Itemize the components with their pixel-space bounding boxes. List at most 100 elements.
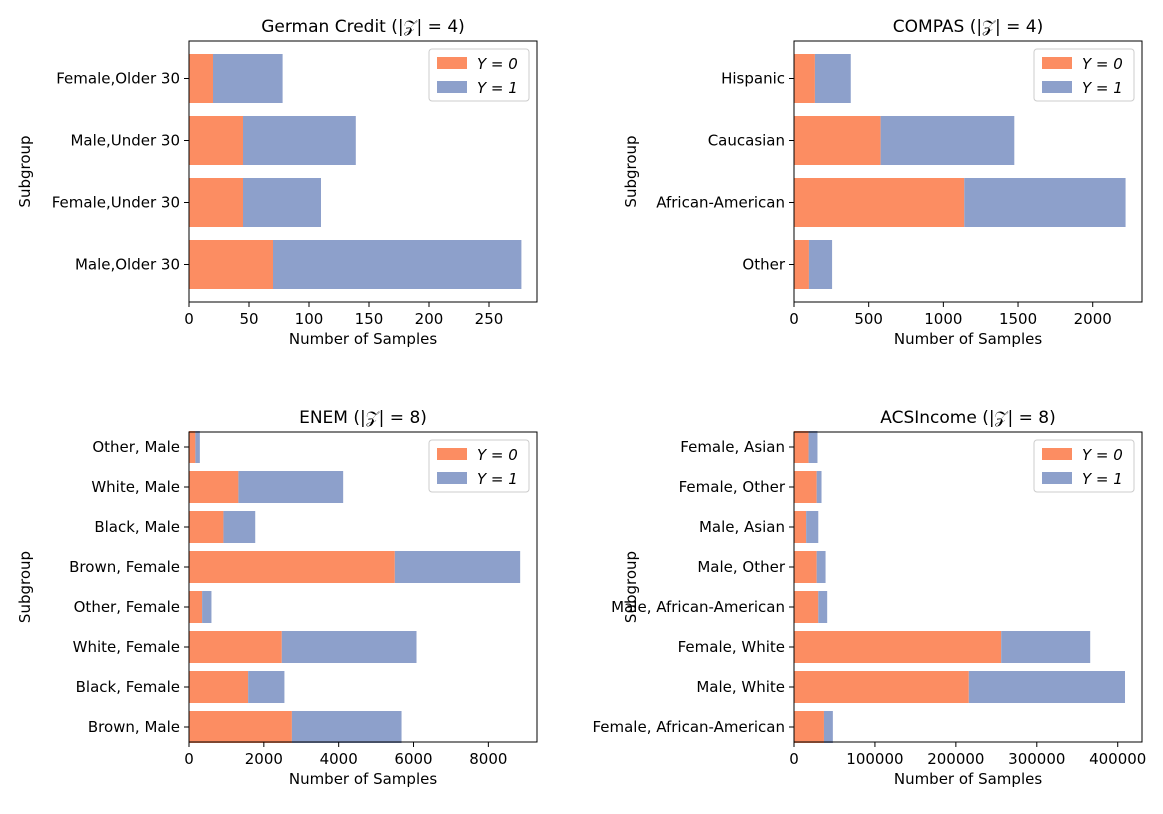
category-label: Other (742, 256, 785, 274)
legend-swatch-y1 (1042, 81, 1072, 93)
bar-y1 (281, 631, 417, 663)
legend: Y = 0 Y = 1 (1033, 48, 1135, 102)
category-label: Brown, Female (69, 558, 180, 576)
x-tick-label: 200 (415, 310, 444, 328)
y-axis-label: Subgroup (622, 135, 640, 207)
bar-y0 (794, 591, 819, 623)
category-label: Female,Older 30 (56, 70, 180, 88)
bar-y1 (818, 591, 828, 623)
x-tick-label: 0 (789, 310, 799, 328)
bar-y1 (243, 178, 321, 227)
bar-y1 (968, 671, 1126, 703)
bar-y0 (794, 511, 807, 543)
x-tick-label: 0 (184, 310, 194, 328)
chart-title: COMPAS (|𝒵| = 4) (893, 17, 1043, 37)
bar-y0 (794, 711, 824, 743)
legend-label: Y = 1 (1082, 79, 1123, 97)
legend-label: Y = 0 (1082, 55, 1123, 73)
category-label: Other, Female (74, 598, 180, 616)
chart-title: ACSIncome (|𝒵| = 8) (880, 408, 1055, 428)
x-tick-label: 1000 (924, 310, 962, 328)
bar-y1 (806, 511, 819, 543)
x-tick-label: 2000 (245, 750, 283, 768)
bar-y1 (880, 116, 1015, 165)
category-label: Male, White (696, 678, 785, 696)
bar-y0 (794, 178, 965, 227)
bar-y0 (794, 551, 817, 583)
legend-swatch-y0 (437, 57, 467, 69)
x-tick-label: 100000 (846, 750, 903, 768)
chart-panel-1: Male,Older 30 Female,Under 30 Male,Under 3… (16, 17, 538, 348)
bar-y1 (243, 116, 356, 165)
category-label: African-American (656, 194, 785, 212)
category-label: Male,Older 30 (75, 256, 180, 274)
legend-label: Y = 0 (477, 446, 518, 464)
y-axis-label: Subgroup (16, 551, 34, 623)
bar-y1 (394, 551, 521, 583)
bar-y0 (794, 54, 815, 103)
plot-frame (188, 431, 538, 743)
category-label: White, Male (91, 478, 180, 496)
bar-y1 (808, 240, 833, 289)
chart-panel-2: Other African-American Caucasian Hispanic 0 5… (622, 17, 1143, 348)
bar-y0 (794, 116, 881, 165)
plot-frame (793, 40, 1143, 303)
legend-swatch-y0 (437, 448, 467, 460)
x-axis-label: Number of Samples (894, 330, 1042, 348)
category-label: White, Female (73, 638, 180, 656)
plot-frame (188, 40, 538, 303)
x-axis-label: Number of Samples (289, 330, 437, 348)
category-label: Male, Other (697, 558, 785, 576)
x-tick-label: 8000 (469, 750, 507, 768)
legend-label: Y = 0 (1082, 446, 1123, 464)
legend-swatch-y0 (1042, 57, 1072, 69)
x-tick-label: 6000 (394, 750, 432, 768)
bar-y0 (189, 178, 243, 227)
bar-y0 (794, 631, 1002, 663)
legend-swatch-y0 (1042, 448, 1072, 460)
legend-swatch-y1 (1042, 472, 1072, 484)
y-axis-label: Subgroup (16, 135, 34, 207)
category-label: Male,Under 30 (70, 132, 180, 150)
bar-y1 (814, 54, 851, 103)
category-label: Brown, Male (88, 718, 180, 736)
x-axis-label: Number of Samples (894, 770, 1042, 788)
x-tick-label: 0 (184, 750, 194, 768)
bar-y1 (195, 431, 200, 463)
bar-y0 (189, 711, 292, 743)
x-tick-label: 2000 (1074, 310, 1112, 328)
plot-frame (793, 431, 1143, 743)
category-label: Male, African-American (611, 598, 785, 616)
bar-y0 (189, 591, 203, 623)
category-label: Hispanic (721, 70, 785, 88)
legend-label: Y = 0 (477, 55, 518, 73)
x-tick-label: 250 (475, 310, 504, 328)
x-tick-label: 4000 (320, 750, 358, 768)
chart-panel-4: Female, African-American Male, White Femal… (592, 408, 1146, 788)
category-label: Female,Under 30 (52, 194, 180, 212)
bar-y0 (794, 471, 817, 503)
bar-y1 (823, 711, 833, 743)
bar-y1 (202, 591, 212, 623)
category-label: Female, White (678, 638, 785, 656)
x-tick-label: 500 (854, 310, 883, 328)
bar-y1 (816, 471, 822, 503)
bar-y0 (189, 551, 395, 583)
bar-y1 (238, 471, 344, 503)
category-label: Female, African-American (592, 718, 785, 736)
bar-y0 (189, 116, 243, 165)
bar-y0 (189, 54, 213, 103)
legend: Y = 0 Y = 1 (428, 439, 530, 493)
bar-y1 (248, 671, 285, 703)
bar-y1 (816, 551, 826, 583)
y-axis-label: Subgroup (622, 551, 640, 623)
bar-y0 (794, 240, 809, 289)
legend: Y = 0 Y = 1 (428, 48, 530, 102)
category-label: Black, Female (76, 678, 180, 696)
bar-y0 (189, 631, 282, 663)
bar-y0 (794, 431, 809, 463)
x-tick-label: 400000 (1089, 750, 1146, 768)
category-label: Female, Other (679, 478, 786, 496)
bar-y1 (213, 54, 283, 103)
